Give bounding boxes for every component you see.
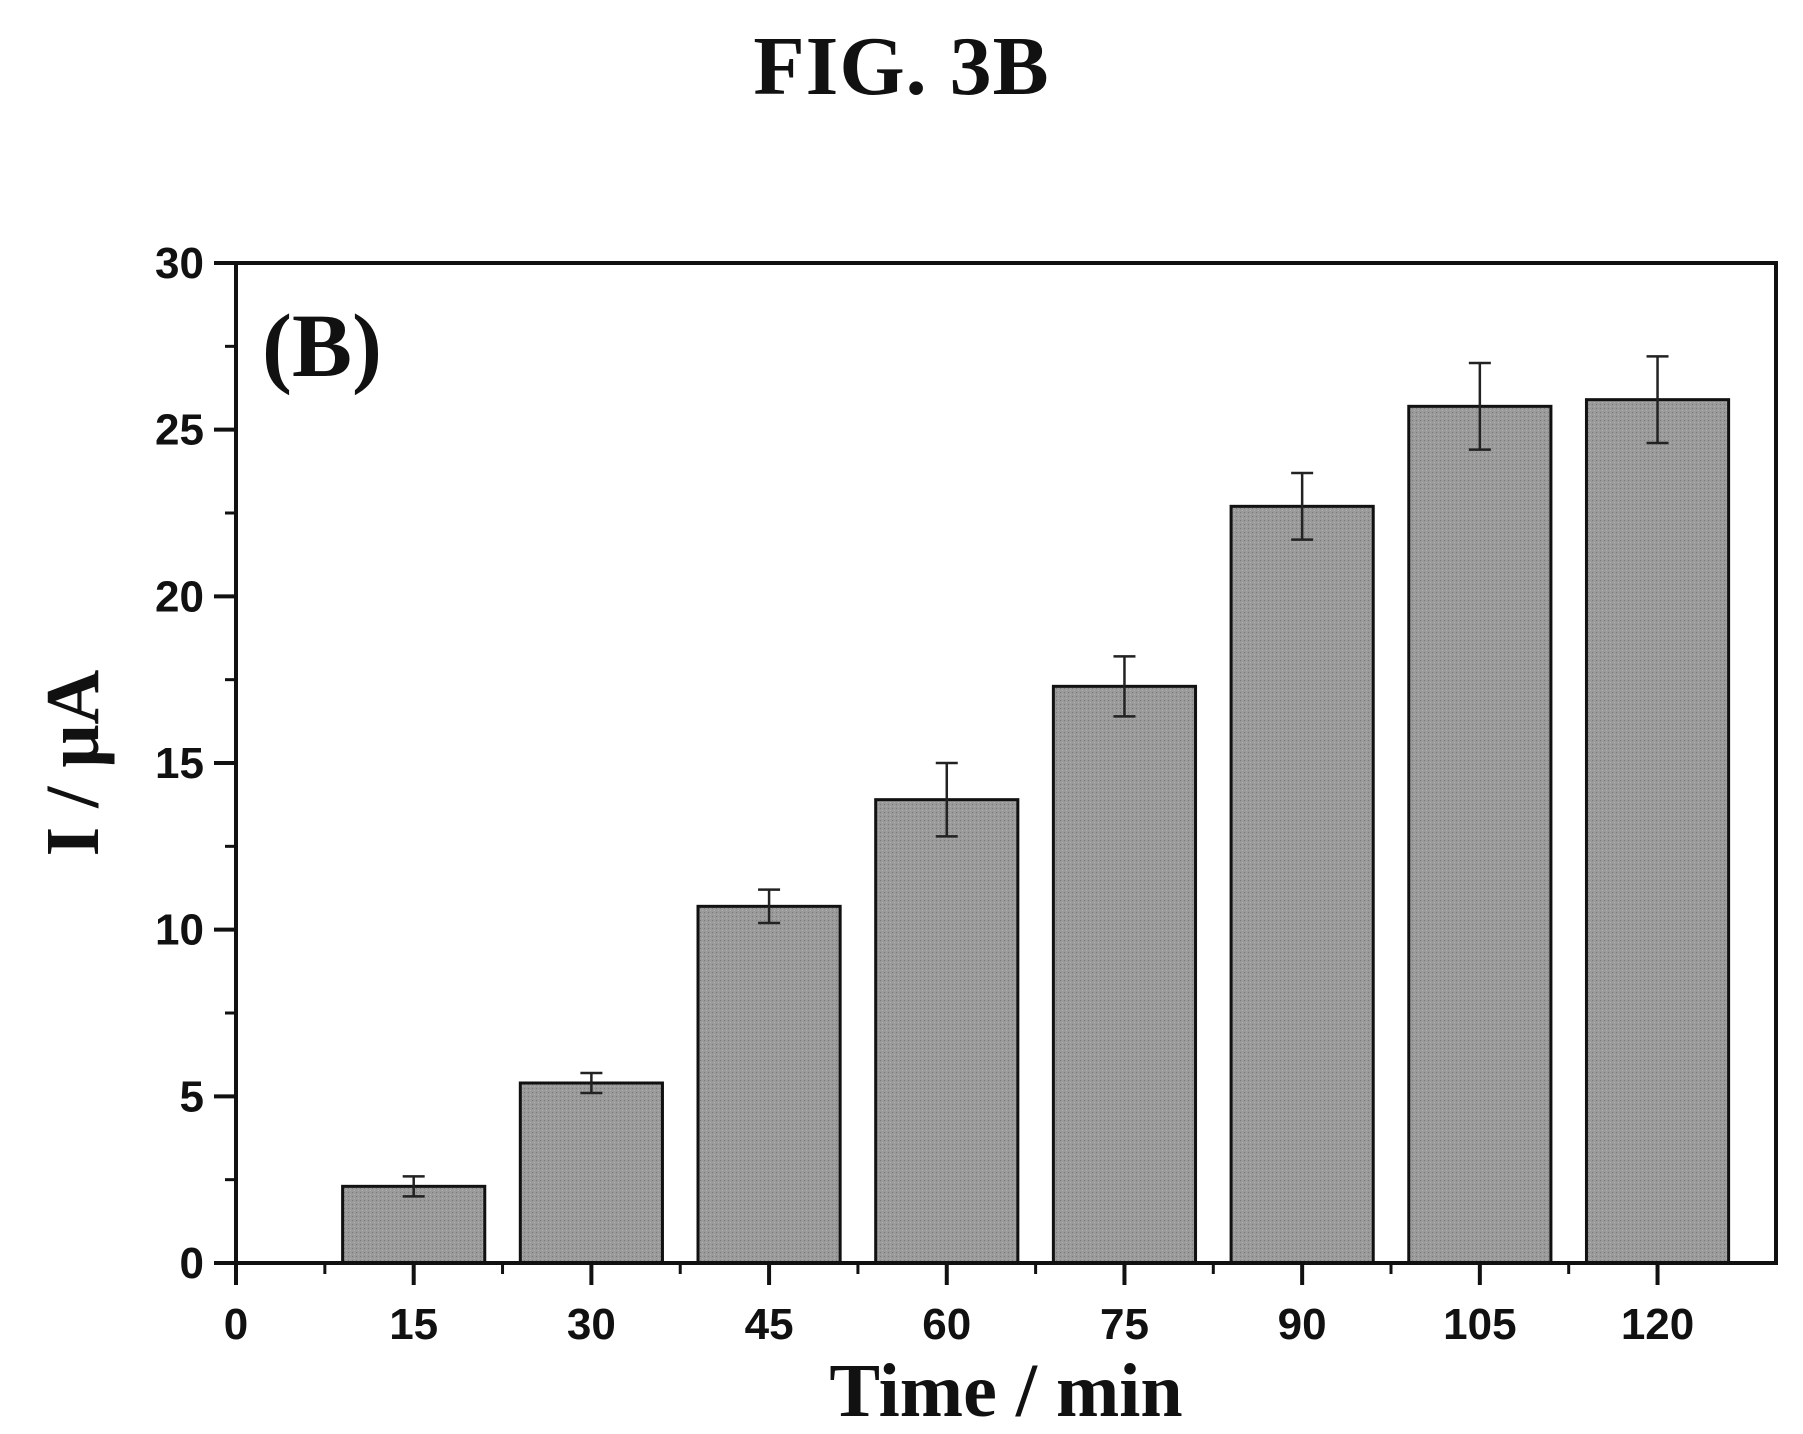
x-tick-label-90: 90 xyxy=(1278,1300,1327,1349)
y-tick-label-5: 5 xyxy=(180,1072,204,1121)
x-tick-label-30: 30 xyxy=(567,1300,616,1349)
y-tick-label-20: 20 xyxy=(155,572,204,621)
y-tick-label-0: 0 xyxy=(180,1239,204,1288)
x-tick-label-120: 120 xyxy=(1621,1300,1694,1349)
bar-30 xyxy=(518,1081,664,1265)
error-bar-15 xyxy=(402,1175,425,1198)
bar-45 xyxy=(696,904,842,1265)
y-tick-label-15: 15 xyxy=(155,739,204,788)
bar-120 xyxy=(1584,398,1731,1265)
bar-15 xyxy=(341,1184,487,1265)
error-bar-75 xyxy=(1113,655,1136,718)
x-axis-title: Time / min xyxy=(829,1349,1182,1433)
x-tick-label-45: 45 xyxy=(745,1300,794,1349)
y-tick-label-30: 30 xyxy=(155,239,204,288)
bar-75 xyxy=(1051,684,1198,1265)
x-tick-label-0: 0 xyxy=(224,1300,248,1349)
error-bar-45 xyxy=(758,888,781,925)
error-bar-30 xyxy=(580,1071,603,1095)
bar-90 xyxy=(1229,504,1375,1265)
bars-layer xyxy=(341,398,1731,1265)
y-tick-label-10: 10 xyxy=(155,906,204,955)
x-tick-label-15: 15 xyxy=(389,1300,438,1349)
bar-60 xyxy=(874,798,1020,1265)
figure-title: FIG. 3B xyxy=(753,20,1050,113)
ticks-layer: 0 5 10 15 20 25 30 0 15 30 45 60 75 90 105 120 xyxy=(155,239,1694,1349)
error-bar-120 xyxy=(1646,355,1669,445)
x-tick-label-105: 105 xyxy=(1443,1300,1516,1349)
error-bar-90 xyxy=(1291,471,1314,541)
bar-105 xyxy=(1407,404,1553,1265)
y-tick-label-25: 25 xyxy=(155,406,204,455)
error-bars-layer xyxy=(402,355,1669,1198)
x-tick-label-75: 75 xyxy=(1100,1300,1149,1349)
panel-label: (B) xyxy=(262,297,382,396)
error-bar-105 xyxy=(1468,361,1491,451)
error-bar-60 xyxy=(935,761,958,838)
y-axis-title: I / μA xyxy=(31,670,115,857)
x-tick-label-60: 60 xyxy=(922,1300,971,1349)
